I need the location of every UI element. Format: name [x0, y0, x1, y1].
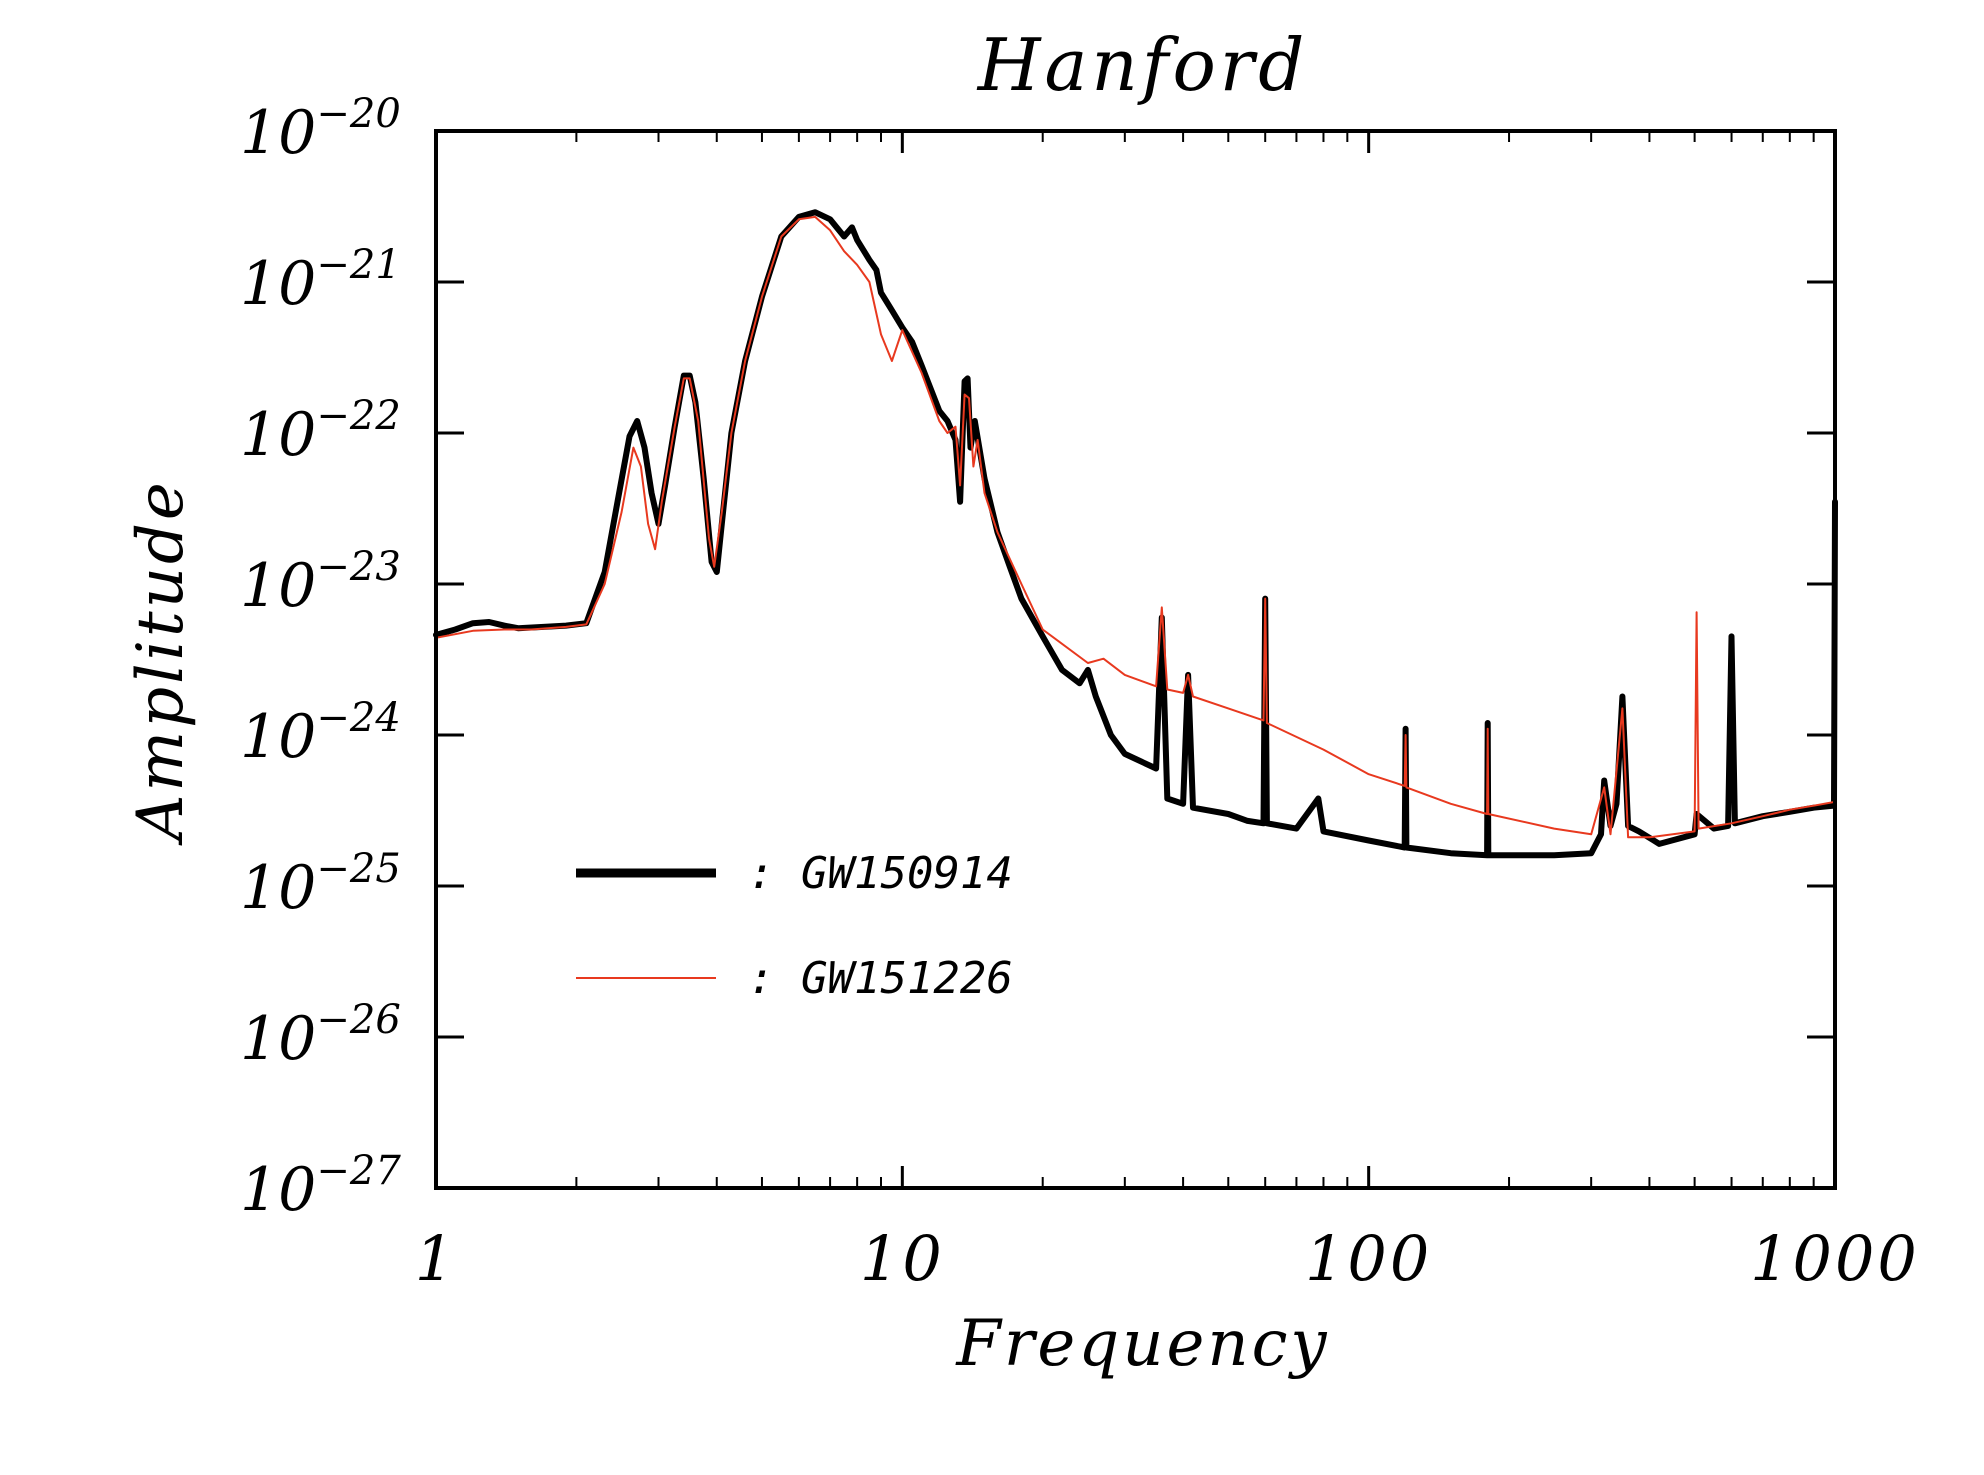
legend-label-gw151226: : GW151226: [748, 953, 1013, 1004]
series-line-gw151226: [435, 215, 1836, 839]
y-tick-label: 10−23: [240, 544, 401, 621]
legend: : GW150914 : GW151226: [576, 848, 1013, 1004]
y-tick-label: 10−24: [240, 695, 401, 772]
y-tick-label: 10−21: [240, 242, 401, 319]
legend-label-gw150914: : GW150914: [748, 848, 1013, 899]
x-tick-label: 100: [1305, 1222, 1432, 1295]
y-tick-label: 10−27: [240, 1148, 401, 1225]
y-axis: 10−20 10−21 10−22 10−23 10−24 10−25 10−26 10−27: [240, 91, 1835, 1225]
chart-title: Hanford: [976, 23, 1309, 107]
x-tick-label: 1000: [1750, 1222, 1920, 1295]
x-tick-label: 1: [415, 1222, 457, 1295]
y-tick-label: 10−25: [240, 846, 401, 923]
y-axis-label: Amplitude: [124, 479, 198, 846]
x-axis-label: Frequency: [955, 1307, 1329, 1381]
x-tick-label: 10: [860, 1222, 945, 1295]
y-tick-label: 10−22: [240, 393, 401, 470]
plot-frame: [434, 129, 1837, 1190]
series-layer: [433, 209, 1838, 859]
x-axis: 1 10 100 1000: [415, 131, 1920, 1295]
y-tick-label: 10−20: [240, 91, 401, 168]
y-tick-label: 10−26: [240, 997, 401, 1074]
